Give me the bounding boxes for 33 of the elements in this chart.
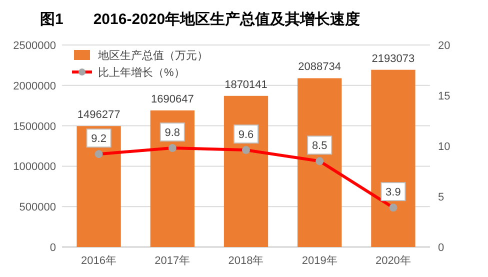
data-label: 9.8 bbox=[164, 127, 180, 140]
bar bbox=[224, 96, 268, 247]
data-label: 2193073 bbox=[372, 52, 415, 65]
x-tick-label: 2019年 bbox=[302, 255, 338, 267]
y2-tick-label: 5 bbox=[438, 192, 444, 204]
chart-title: 图1 2016-2020年地区生产总值及其增长速度 bbox=[40, 10, 360, 28]
bar bbox=[150, 110, 194, 247]
x-tick-label: 2020年 bbox=[375, 255, 411, 267]
data-label: 9.2 bbox=[91, 133, 106, 146]
y-tick-label: 500000 bbox=[19, 202, 56, 214]
data-label: 1690647 bbox=[150, 93, 194, 106]
x-tick-label: 2018年 bbox=[228, 255, 264, 267]
y-tick-label: 2000000 bbox=[13, 80, 56, 92]
x-tick-label: 2016年 bbox=[81, 255, 117, 267]
data-label: 3.9 bbox=[386, 186, 401, 199]
y2-tick-label: 15 bbox=[438, 90, 450, 102]
legend-label: 比上年增长（%） bbox=[98, 66, 185, 79]
data-label: 2088734 bbox=[298, 61, 342, 74]
data-label: 8.5 bbox=[312, 140, 328, 152]
legend-label: 地区生产总值（万元） bbox=[97, 49, 208, 62]
y2-tick-label: 0 bbox=[438, 242, 444, 254]
y-tick-label: 2500000 bbox=[13, 40, 56, 52]
y2-tick-label: 10 bbox=[438, 141, 450, 153]
data-label: 9.6 bbox=[238, 129, 254, 142]
data-label: 1496277 bbox=[77, 109, 120, 122]
y-tick-label: 0 bbox=[50, 242, 56, 254]
y-tick-label: 1000000 bbox=[13, 161, 56, 174]
bar bbox=[298, 78, 342, 247]
data-label: 1870141 bbox=[224, 78, 268, 91]
y2-tick-label: 20 bbox=[438, 40, 450, 52]
bar bbox=[371, 70, 416, 247]
x-tick-label: 2017年 bbox=[154, 255, 190, 267]
y-tick-label: 1500000 bbox=[13, 120, 56, 133]
